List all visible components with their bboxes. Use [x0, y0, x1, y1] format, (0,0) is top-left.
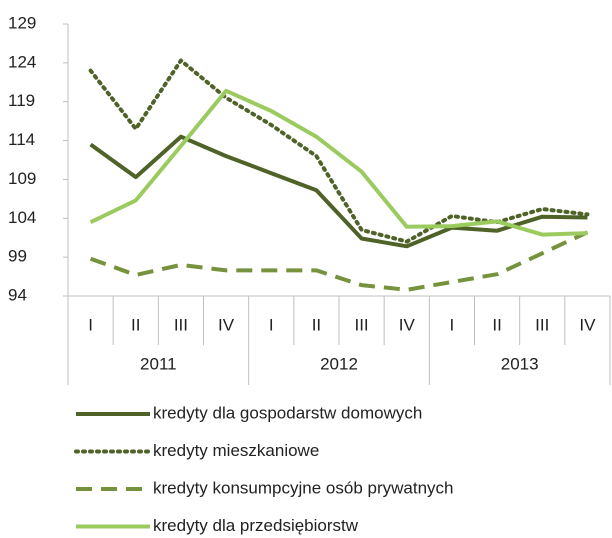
y-tick-label: 104 — [8, 208, 36, 227]
x-tick-label: II — [131, 315, 140, 334]
series-line — [89, 230, 589, 292]
legend-label: kredyty konsumpcyjne osób prywatnych — [153, 478, 453, 497]
legend-label: kredyty dla przedsiębiorstw — [153, 516, 359, 535]
y-tick-label: 129 — [8, 13, 36, 32]
y-tick-label: 124 — [8, 52, 36, 71]
legend-label: kredyty dla gospodarstw domowych — [153, 403, 422, 422]
y-tick-label: 99 — [8, 247, 27, 266]
series-line — [89, 134, 588, 249]
x-tick-label: IV — [399, 315, 416, 334]
y-tick-label: 109 — [8, 169, 36, 188]
x-tick-label: II — [492, 315, 501, 334]
x-tick-label: III — [354, 315, 368, 334]
year-label: 2011 — [140, 354, 177, 373]
x-tick-label: IV — [579, 315, 596, 334]
legend-label: kredyty mieszkaniowe — [153, 441, 319, 460]
series-line — [88, 58, 590, 244]
y-tick-label: 119 — [8, 91, 35, 110]
x-tick-label: III — [535, 315, 549, 334]
y-tick-label: 94 — [8, 285, 27, 304]
x-tick-label: III — [174, 315, 188, 334]
year-label: 2013 — [501, 354, 539, 373]
x-tick-label: I — [269, 315, 274, 334]
x-tick-label: I — [88, 315, 93, 334]
series-line — [89, 88, 588, 237]
x-tick-label: I — [450, 315, 455, 334]
year-label: 2012 — [320, 354, 358, 373]
y-tick-label: 114 — [8, 130, 35, 149]
x-tick-label: II — [312, 315, 321, 334]
x-tick-label: IV — [218, 315, 235, 334]
